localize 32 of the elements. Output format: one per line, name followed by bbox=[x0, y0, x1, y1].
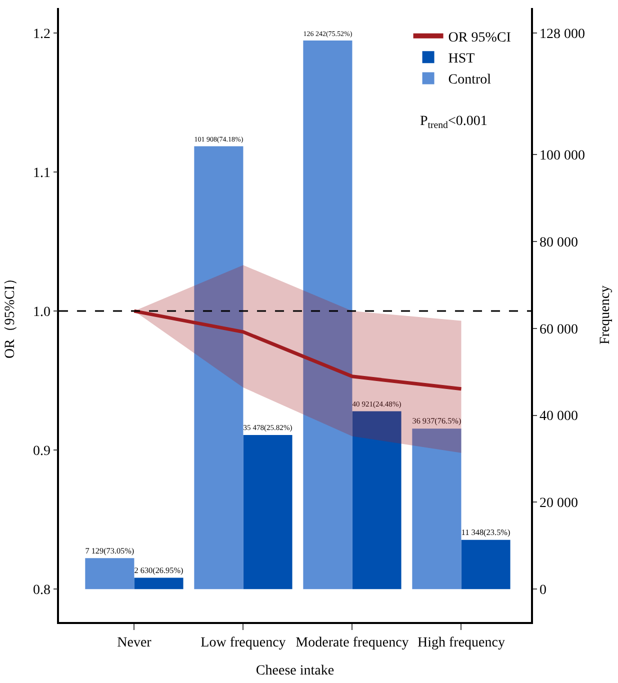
y2-tick-label: 60 000 bbox=[540, 322, 578, 338]
legend-label: Control bbox=[448, 72, 492, 88]
x-tick-label: Low frequency bbox=[200, 636, 286, 651]
y-tick-label: 1.0 bbox=[32, 304, 50, 320]
y2-tick-label: 0 bbox=[540, 583, 547, 598]
y2-axis-title: Frequency bbox=[598, 285, 613, 345]
bar bbox=[303, 40, 352, 590]
bar bbox=[352, 411, 402, 590]
y2-tick-label: 128 000 bbox=[540, 26, 586, 42]
x-tick-label: High frequency bbox=[418, 636, 505, 651]
bar bbox=[412, 428, 462, 590]
y-tick-label: 1.1 bbox=[32, 166, 50, 181]
y-tick-label: 0.9 bbox=[32, 444, 50, 460]
bar bbox=[461, 540, 510, 590]
bar bbox=[243, 434, 292, 590]
bar bbox=[85, 558, 134, 590]
y-axis-title: OR（95%CI） bbox=[3, 271, 18, 359]
x-tick-label: Moderate frequency bbox=[296, 636, 409, 651]
legend-label: OR 95%CI bbox=[448, 30, 512, 46]
annotation: P$_{trend}$<0.001 bbox=[420, 114, 488, 131]
legend-label: HST bbox=[448, 52, 476, 67]
y-tick-label: 0.8 bbox=[32, 583, 50, 598]
bar bbox=[134, 578, 184, 590]
y2-tick-label: 100 000 bbox=[540, 148, 586, 164]
line-series bbox=[132, 309, 463, 391]
x-axis-title: Cheese intake bbox=[256, 663, 334, 678]
bar bbox=[194, 146, 244, 590]
y-tick-label: 1.2 bbox=[32, 26, 50, 42]
x-tick-label: Never bbox=[117, 636, 152, 651]
y2-tick-label: 40 000 bbox=[540, 409, 578, 424]
y2-tick-label: 20 000 bbox=[540, 496, 578, 512]
y2-tick-label: 80 000 bbox=[540, 235, 578, 250]
